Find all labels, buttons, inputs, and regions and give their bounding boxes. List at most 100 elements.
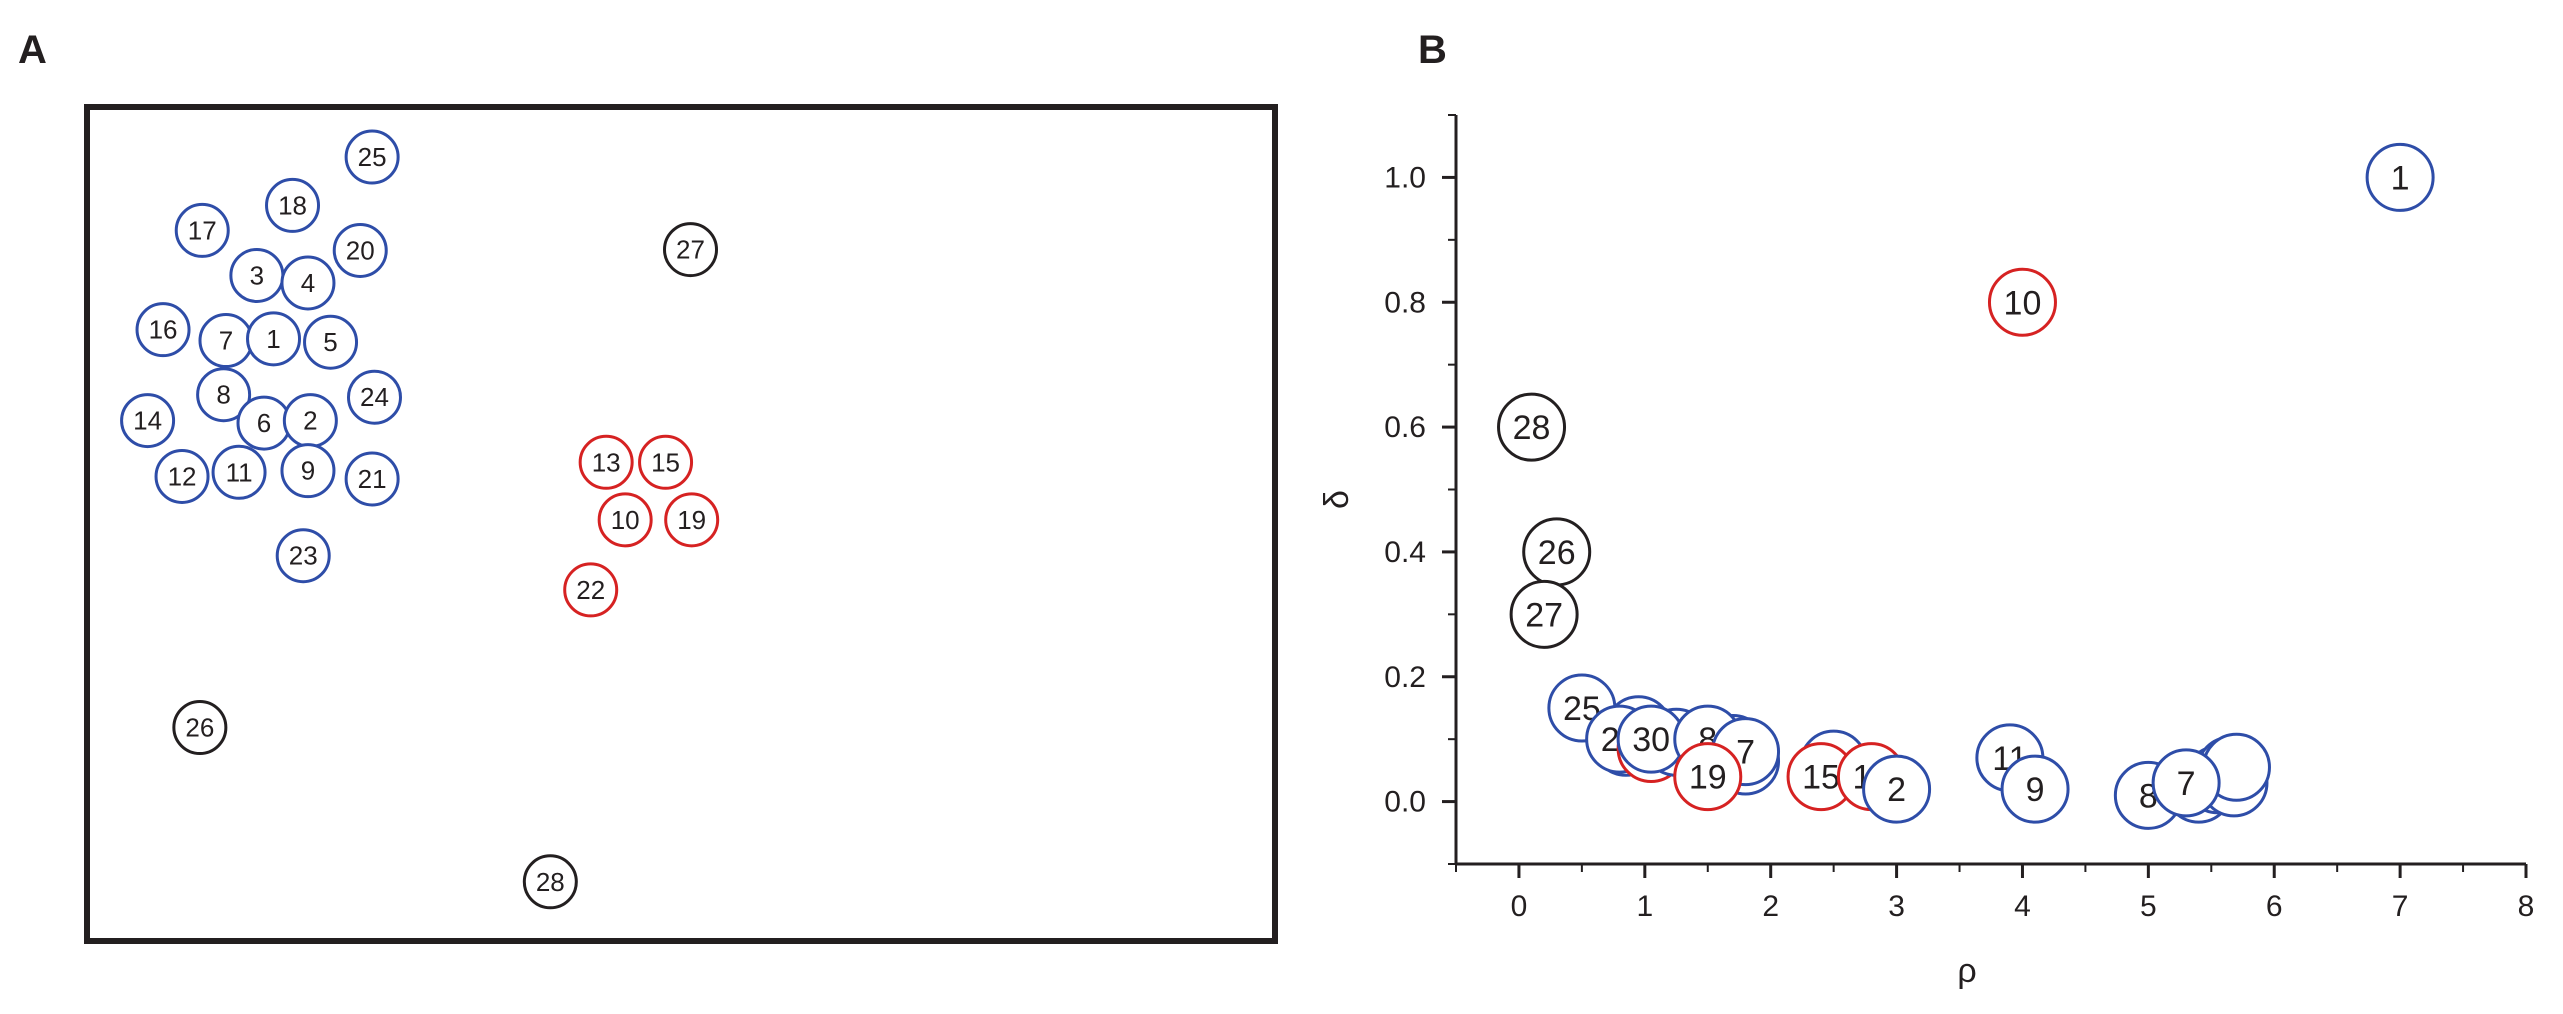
panel-a-point-27: 27 <box>663 222 719 278</box>
y-tick-label: 0.6 <box>1384 411 1426 444</box>
panel-b-point-marker <box>1509 579 1579 649</box>
panel-a-point-9: 9 <box>280 443 336 499</box>
x-tick-label: 7 <box>2392 890 2409 923</box>
panel-a-point-label: 10 <box>611 505 640 535</box>
panel-a-point-marker <box>135 302 191 358</box>
panel-a-point-11: 11 <box>211 444 267 500</box>
panel-a-point-label: 24 <box>360 382 389 412</box>
x-tick-label: 8 <box>2518 890 2535 923</box>
panel-a-point-marker <box>346 369 402 425</box>
panel-a-point-label: 9 <box>301 456 315 486</box>
panel-a-point-label: 13 <box>592 447 621 477</box>
panel-a-point-marker <box>246 311 302 367</box>
panel-b-point-1: 1 <box>2365 142 2435 212</box>
panel-b-label: B <box>1418 28 1447 72</box>
panel-a-point-28: 28 <box>522 854 578 910</box>
panel-a-point-label: 15 <box>651 447 680 477</box>
x-tick-label: 0 <box>1511 890 1528 923</box>
panel-b-point-label: 19 <box>1689 759 1727 797</box>
panel-a-point-22: 22 <box>563 562 619 618</box>
panel-a-point-label: 7 <box>219 326 233 356</box>
panel-a-point-label: 25 <box>358 142 387 172</box>
panel-a-point-marker <box>280 443 336 499</box>
panel-b-point-label: 26 <box>1538 534 1576 572</box>
panel-b-point-marker <box>2151 748 2221 818</box>
panel-b-point-10: 10 <box>1987 267 2057 337</box>
panel-b-point-30: 30 <box>1616 704 1686 774</box>
panel-a-point-marker <box>563 562 619 618</box>
panel-a-point-24: 24 <box>346 369 402 425</box>
y-tick-label: 1.0 <box>1384 161 1426 194</box>
panel-a-point-label: 1 <box>266 324 280 354</box>
panel-a-point-marker <box>522 854 578 910</box>
panel-a-point-marker <box>578 434 634 490</box>
x-axis-label: ρ <box>1957 952 1976 990</box>
panel-a-point-label: 6 <box>257 408 271 438</box>
panel-b-point-19: 19 <box>1673 742 1743 812</box>
panel-b-point-label: 15 <box>1802 759 1840 797</box>
panel-a-point-marker <box>120 393 176 449</box>
panel-a-point-marker <box>663 222 719 278</box>
panel-b-decision-graph: 0 1 2 3 4 5 6 7 80.00.20.40.60.81.0ρδ11028262725… <box>1318 114 2535 990</box>
panel-a-point-label: 21 <box>358 464 387 494</box>
panel-a-point-label: 8 <box>216 380 230 410</box>
panel-b-point-marker <box>1673 742 1743 812</box>
panel-b-point-label: 30 <box>1632 721 1670 759</box>
panel-a-point-marker <box>344 129 400 185</box>
panel-a-point-marker <box>172 699 228 755</box>
panel-b-point-26: 26 <box>1522 517 1592 587</box>
panel-b-point-label: 27 <box>1525 596 1563 634</box>
panel-a-point-label: 26 <box>185 712 214 742</box>
panel-a-point-marker <box>196 367 252 423</box>
panel-a-point-marker <box>597 492 653 548</box>
panel-a-point-label: 14 <box>133 406 162 436</box>
panel-a-point-label: 2 <box>303 406 317 436</box>
panel-b-point-label: 9 <box>2026 771 2045 809</box>
panel-a-point-marker <box>280 255 336 311</box>
y-tick-label: 0.0 <box>1384 786 1426 819</box>
panel-a-point-label: 17 <box>188 215 217 245</box>
y-axis-label: δ <box>1318 490 1356 509</box>
x-tick-label: 6 <box>2266 890 2283 923</box>
panel-b-point-label: 10 <box>2004 284 2042 322</box>
panel-a-point-label: 28 <box>536 867 565 897</box>
panel-a-point-10: 10 <box>597 492 653 548</box>
panel-b-point-7: 7 <box>2151 748 2221 818</box>
panel-b-point-9: 9 <box>2000 754 2070 824</box>
panel-a-point-label: 20 <box>346 235 375 265</box>
panel-a-point-marker <box>303 314 359 370</box>
panel-a-point-label: 16 <box>149 315 178 345</box>
x-tick-label: 5 <box>2140 890 2157 923</box>
panel-b-point-25: 25 <box>1547 673 1617 743</box>
panel-a-label: A <box>18 28 47 72</box>
x-tick-label: 1 <box>1636 890 1653 923</box>
panel-a-point-label: 4 <box>301 268 315 298</box>
panel-a-point-marker <box>332 222 388 278</box>
panel-a-point-marker <box>174 202 230 258</box>
panel-a-point-marker <box>265 177 321 233</box>
panel-b-point-label: 28 <box>1513 409 1551 447</box>
panel-b-point-label: 1 <box>2391 159 2410 197</box>
panel-b-point-label: 7 <box>2177 765 2196 803</box>
panel-a-point-6: 6 <box>236 395 292 451</box>
panel-a-point-15: 15 <box>638 434 694 490</box>
y-tick-label: 0.4 <box>1384 536 1426 569</box>
x-tick-label: 4 <box>2014 890 2031 923</box>
panel-a-point-label: 11 <box>226 457 253 487</box>
panel-a-point-label: 18 <box>278 190 307 220</box>
panel-a-point-label: 5 <box>323 327 337 357</box>
panel-a-point-14: 14 <box>120 393 176 449</box>
panel-b-point-label: 7 <box>1736 734 1755 772</box>
panel-a-point-20: 20 <box>332 222 388 278</box>
panel-a-point-4: 4 <box>280 255 336 311</box>
panel-b-point-marker <box>1497 392 1567 462</box>
panel-a-point-label: 3 <box>250 260 264 290</box>
panel-a-point-marker <box>275 528 331 584</box>
panel-b-point-marker <box>1862 754 1932 824</box>
panel-a-frame <box>84 104 1278 944</box>
panel-a-point-label: 22 <box>576 575 605 605</box>
panel-a-point-label: 23 <box>289 541 318 571</box>
panel-b-point-28: 28 <box>1497 392 1567 462</box>
panel-a-point-3: 3 <box>229 247 285 303</box>
